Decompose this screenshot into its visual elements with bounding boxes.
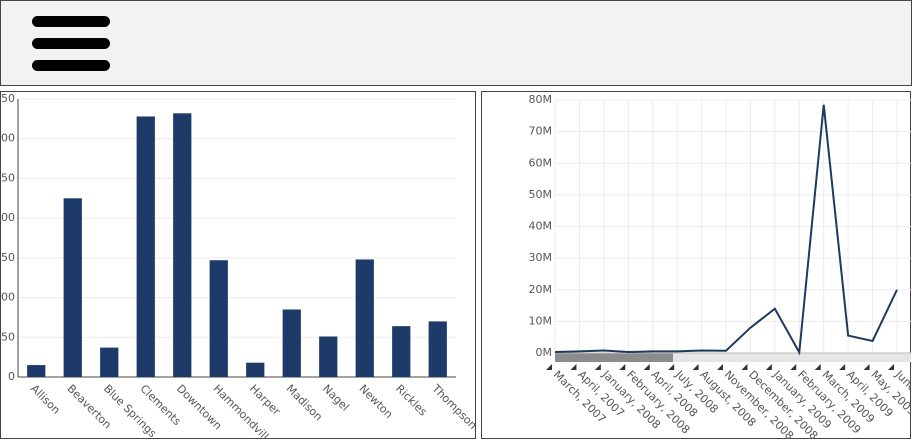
menu-line: [32, 38, 110, 49]
tick-marker: [790, 364, 797, 370]
y-tick-label: 50: [1, 330, 15, 343]
y-tick-label: 250: [0, 171, 15, 184]
y-tick-label: 0: [8, 370, 15, 383]
tick-marker: [765, 364, 772, 370]
tick-marker: [863, 364, 870, 370]
tick-marker: [888, 364, 894, 370]
bar: [209, 260, 228, 377]
y-tick-label: 80M: [529, 93, 553, 106]
y-tick-label: 70M: [529, 125, 553, 138]
tick-marker: [814, 364, 821, 370]
bar: [319, 336, 338, 377]
menu-line: [32, 60, 110, 71]
bar: [392, 326, 411, 377]
y-tick-label: 20M: [529, 283, 553, 296]
y-tick-label: 60M: [529, 156, 553, 169]
scrollbar-track: [555, 353, 911, 362]
y-tick-label: 100: [0, 291, 15, 304]
panel: [481, 91, 911, 439]
menu-line: [32, 16, 110, 27]
scrollbar-thumb[interactable]: [555, 353, 673, 362]
y-tick-label: 0M: [536, 346, 553, 359]
y-tick-label: 40M: [529, 220, 553, 233]
tick-marker: [839, 364, 846, 370]
bar: [355, 259, 374, 377]
y-tick-label: 50M: [529, 188, 553, 201]
bar: [428, 321, 447, 377]
bar: [63, 198, 82, 377]
tick-marker: [643, 364, 650, 370]
bar: [246, 362, 265, 377]
bar: [173, 113, 192, 377]
y-tick-label: 350: [0, 92, 15, 105]
tick-marker: [594, 364, 601, 370]
bar: [27, 365, 46, 377]
line-series: [554, 104, 898, 356]
bar: [100, 347, 119, 377]
tick-marker: [546, 364, 552, 370]
header-bar: [0, 0, 912, 86]
tick-marker: [717, 364, 723, 370]
y-tick-label: 300: [0, 132, 15, 145]
bar: [282, 309, 301, 377]
tick-marker: [619, 364, 626, 370]
bar: [136, 116, 155, 377]
y-tick-label: 10M: [529, 314, 553, 327]
tick-marker: [668, 364, 675, 370]
y-tick-label: 200: [0, 211, 15, 224]
tick-marker: [741, 364, 748, 370]
tick-marker: [692, 364, 699, 370]
y-tick-label: 30M: [529, 251, 553, 264]
menu-button[interactable]: [32, 16, 110, 71]
y-tick-label: 150: [0, 251, 15, 264]
tick-marker: [570, 364, 577, 370]
